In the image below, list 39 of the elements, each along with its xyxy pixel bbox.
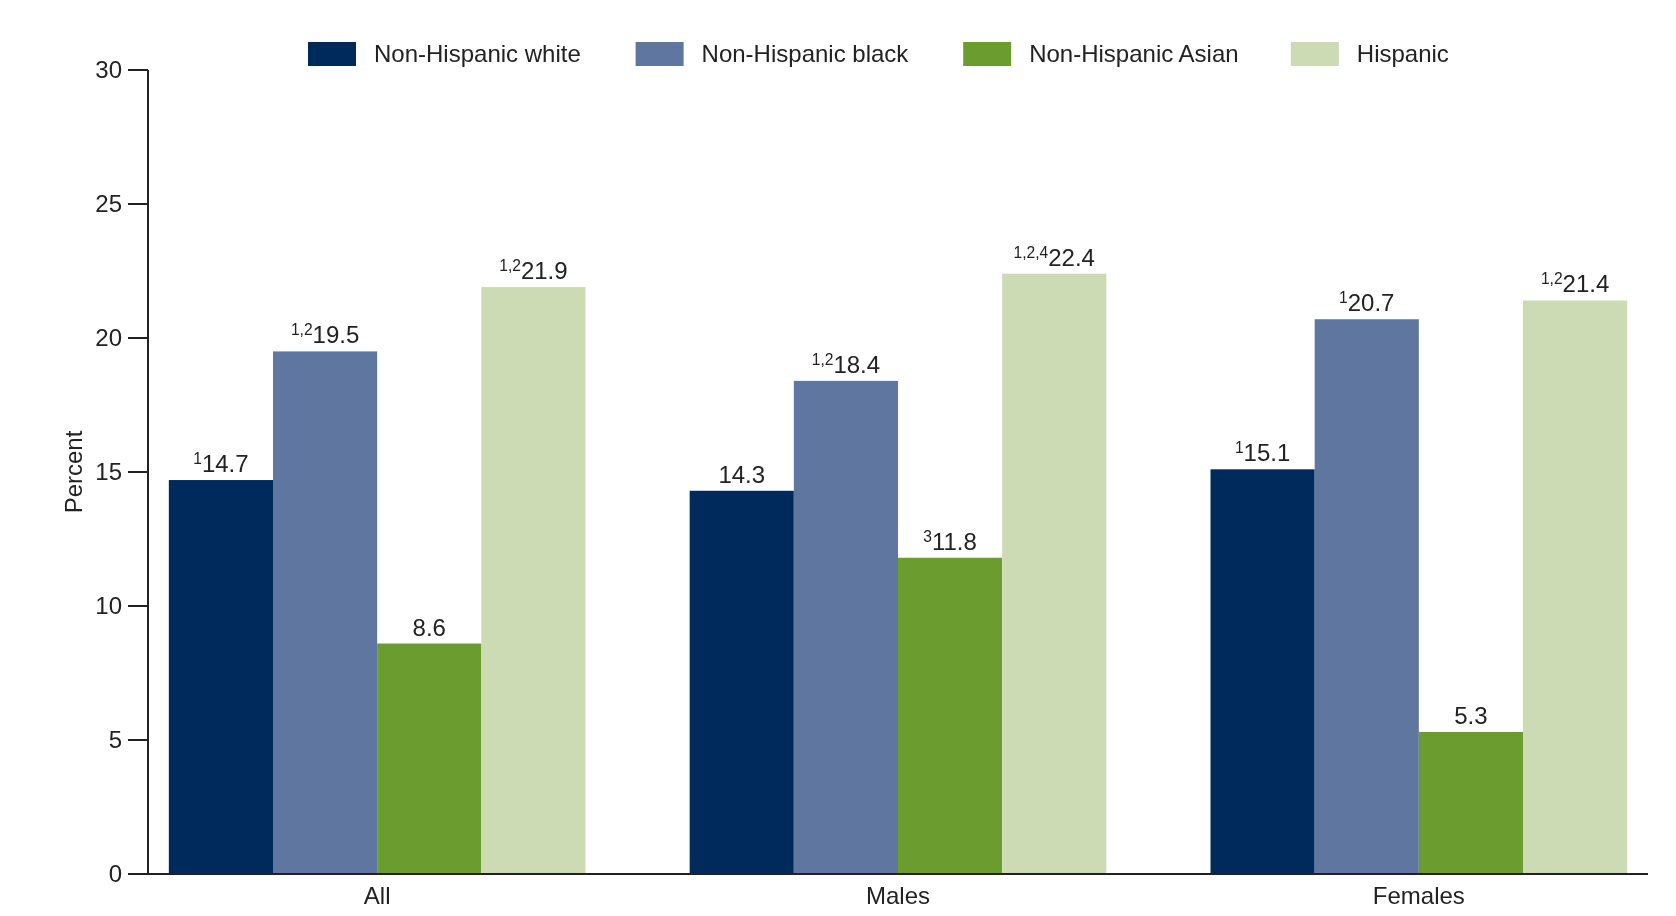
bar	[377, 643, 482, 874]
y-tick-label: 25	[95, 190, 122, 217]
data-label: $^{1,2}$18.4	[811, 350, 881, 378]
legend-label: Non-Hispanic white	[374, 40, 581, 67]
bar	[1314, 319, 1419, 874]
bar	[168, 480, 273, 874]
bar	[1210, 469, 1315, 874]
bar	[898, 557, 1003, 874]
data-label: $^{3}$11.8	[923, 527, 977, 555]
data-label: $^{1}$14.7	[193, 449, 249, 478]
data-label: 14.3	[718, 460, 766, 488]
data-label: 8.6	[412, 613, 446, 641]
data-label: $^{1,2,4}$22.4	[1013, 243, 1095, 271]
legend-label: Hispanic	[1356, 40, 1449, 67]
data-label: $^{1,2}$21.4	[1540, 269, 1610, 298]
legend-label: Non-Hispanic Asian	[1029, 40, 1239, 67]
x-tick-label: All	[363, 882, 391, 909]
y-tick-label: 5	[108, 726, 122, 753]
y-tick-label: 30	[95, 56, 122, 83]
bar	[1418, 731, 1523, 874]
y-axis-title: Percent	[60, 430, 87, 514]
bar	[1002, 273, 1107, 874]
y-tick-label: 10	[95, 592, 122, 619]
y-tick-label: 15	[95, 458, 122, 485]
bar	[793, 380, 898, 874]
bar	[1523, 300, 1628, 874]
x-tick-label: Males	[865, 882, 931, 909]
data-label: $^{1,2}$19.5	[290, 320, 360, 349]
bar	[273, 351, 378, 874]
y-tick-label: 0	[108, 860, 122, 887]
data-label: $^{1}$20.7	[1339, 288, 1395, 317]
y-tick-label: 20	[95, 324, 122, 351]
legend-label: Non-Hispanic black	[701, 40, 910, 67]
x-tick-label: Females	[1372, 882, 1465, 909]
data-label: $^{1,2}$21.9	[499, 256, 568, 285]
bar	[689, 490, 794, 874]
data-label: 5.3	[1454, 701, 1488, 729]
data-label: $^{1}$15.1	[1234, 438, 1291, 467]
bar	[481, 287, 586, 874]
